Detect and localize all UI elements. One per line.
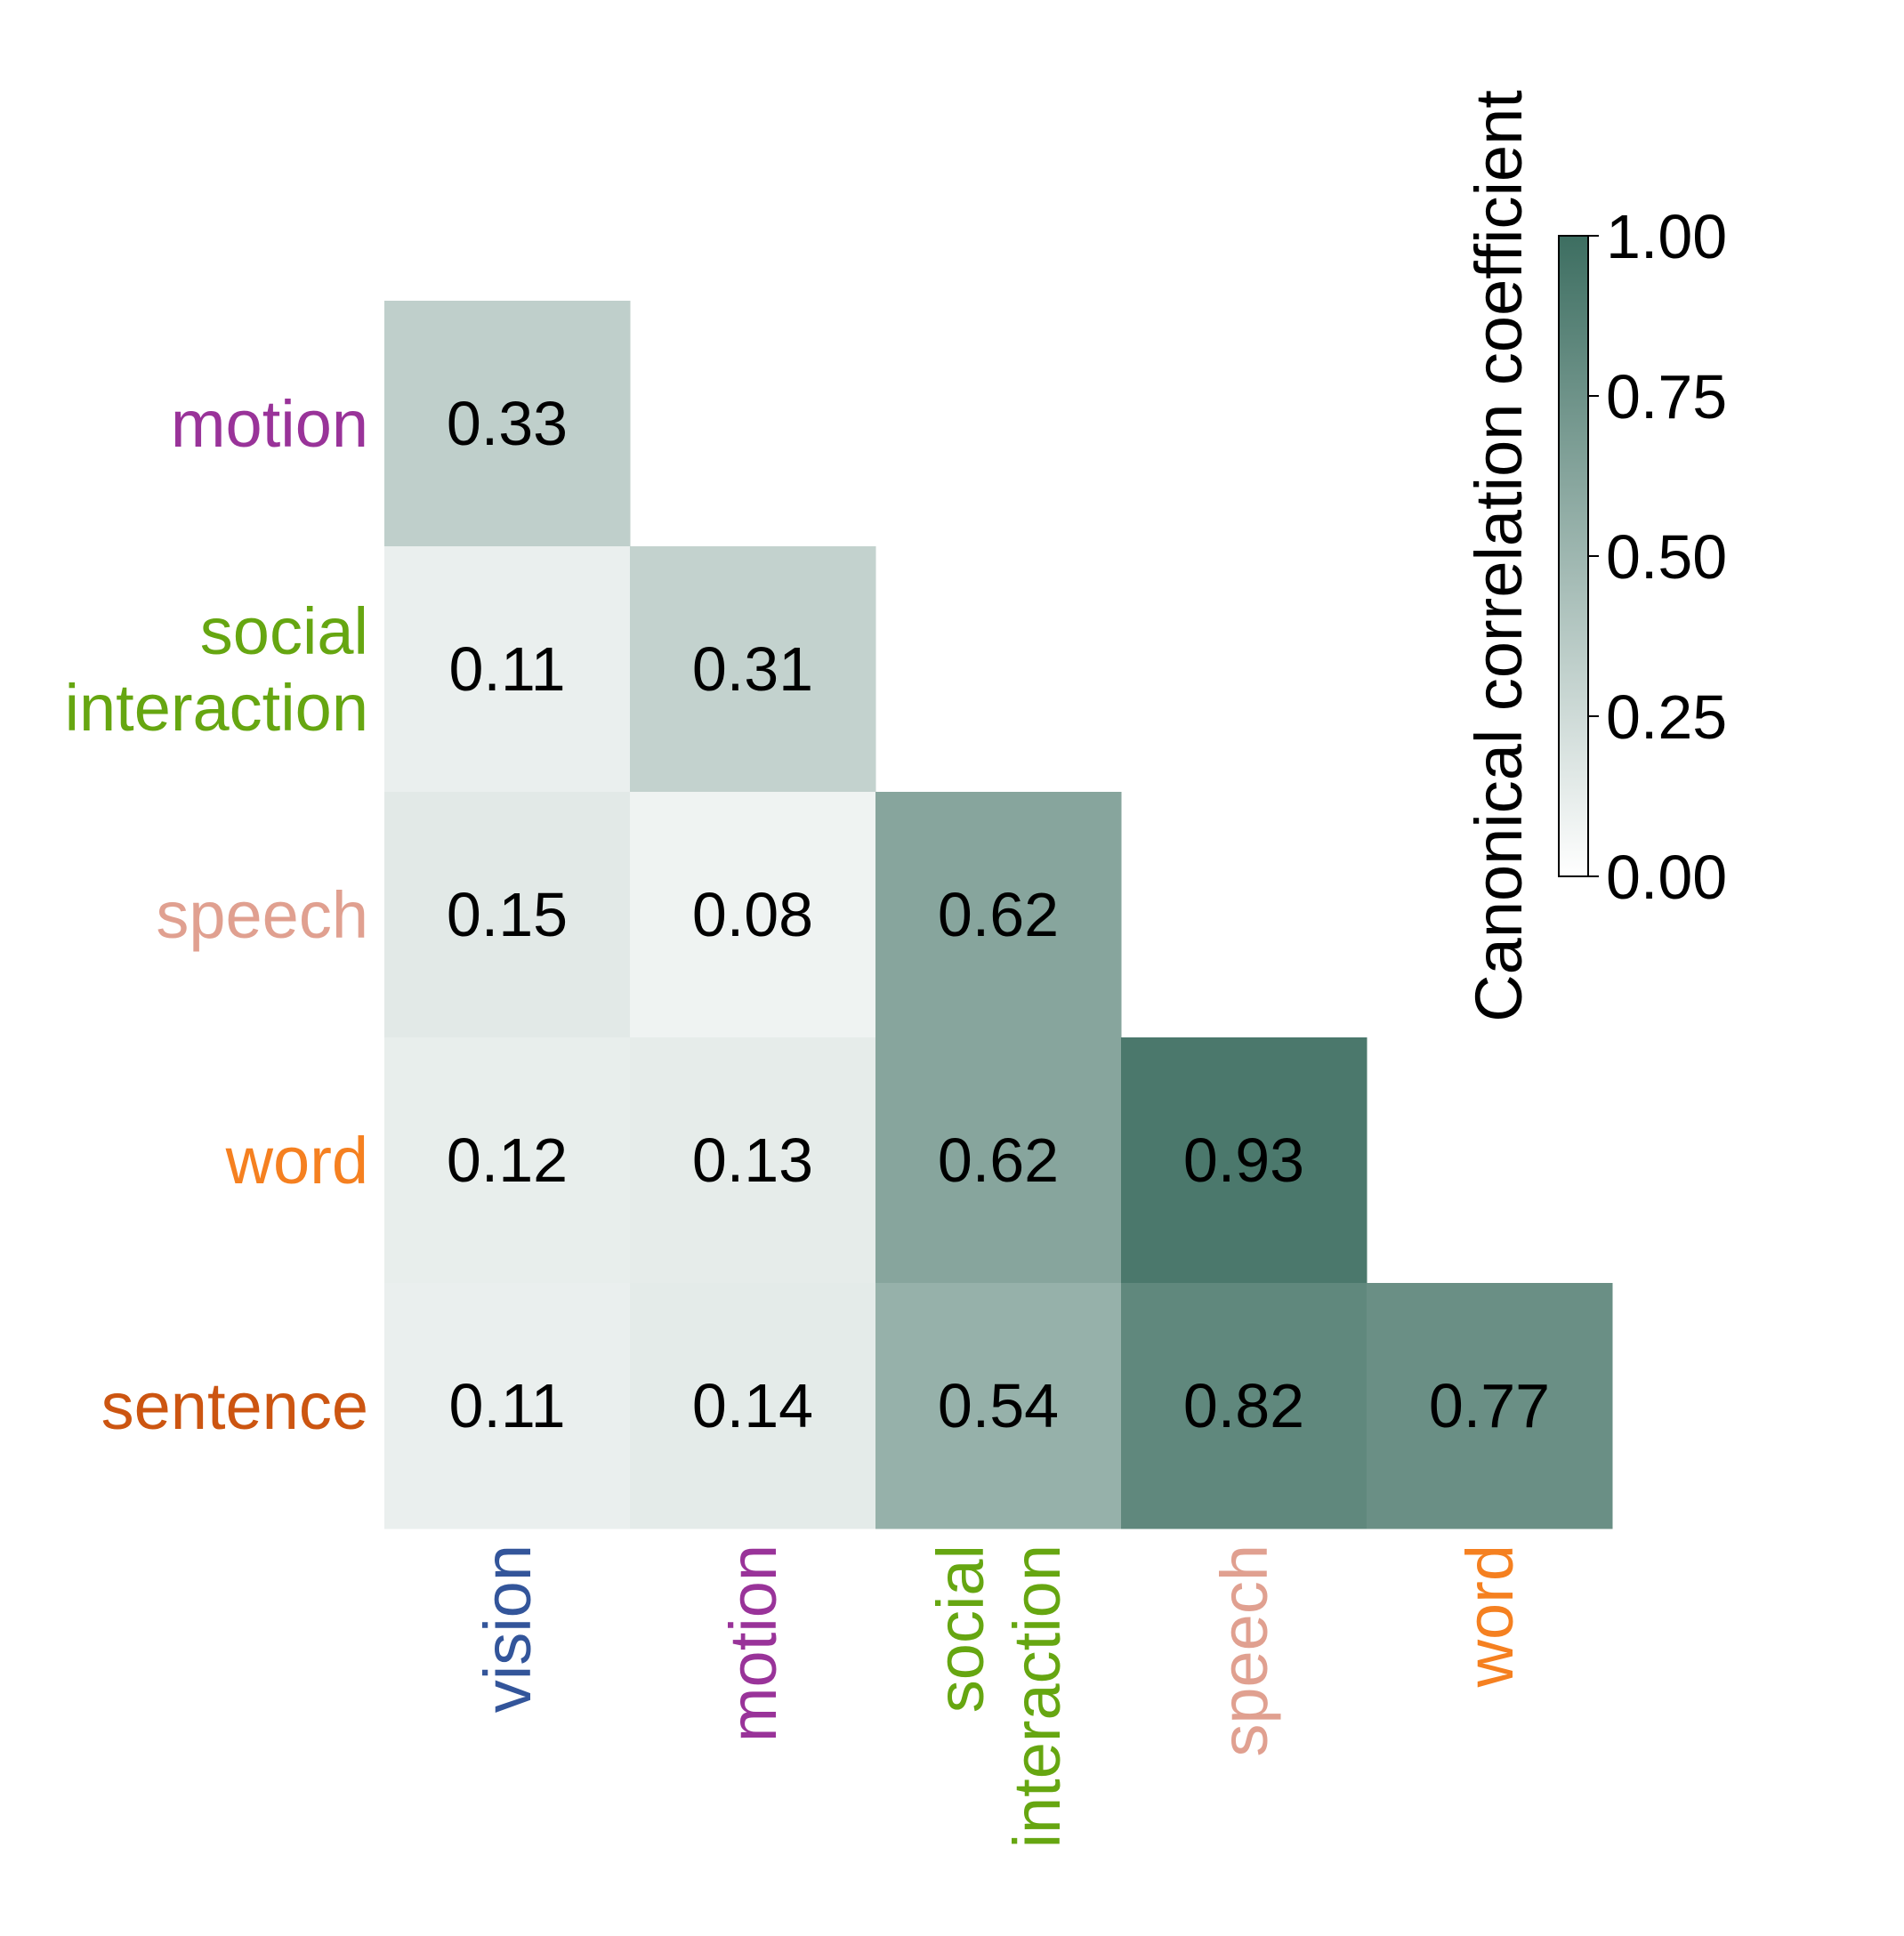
heatmap-cell <box>630 1037 876 1284</box>
heatmap-cell <box>384 1037 631 1284</box>
cell-value-label: 0.15 <box>447 880 568 949</box>
heatmap-cell <box>1121 1037 1367 1284</box>
colorbar-tick-label: 0.75 <box>1606 362 1727 432</box>
row-label: motion <box>171 387 368 461</box>
cell-value-label: 0.62 <box>938 880 1059 949</box>
cell-value-label: 0.82 <box>1183 1371 1304 1440</box>
row-labels: motion social interaction speech word sentenc… <box>65 387 368 1443</box>
heatmap-cell <box>630 1283 876 1529</box>
heatmap-cell <box>875 1037 1122 1284</box>
colorbar-gradient <box>1558 235 1589 877</box>
heatmap-cell <box>875 792 1122 1038</box>
heatmap-cell <box>875 1283 1122 1529</box>
row-label: sentence <box>101 1369 368 1443</box>
heatmap-cell <box>384 546 631 793</box>
cell-value-label: 0.31 <box>692 634 813 704</box>
heatmap-cell-labels: 0.33 0.11 0.31 0.15 0.08 0.62 0.12 0.13 0.62 0.93… <box>447 389 1550 1440</box>
column-label: motion <box>716 1545 790 1742</box>
cell-value-label: 0.11 <box>448 1371 565 1440</box>
row-label: word <box>225 1124 368 1198</box>
row-label: social interaction <box>65 594 368 745</box>
cell-value-label: 0.14 <box>692 1371 813 1440</box>
heatmap-cell <box>630 546 876 793</box>
column-label: word <box>1453 1545 1527 1688</box>
colorbar: 0.00 0.25 0.50 0.75 1.00 Canonical correlati… <box>1462 90 1727 1022</box>
heatmap-cell <box>1367 1283 1613 1529</box>
heatmap-cell <box>384 301 631 547</box>
colorbar-label: Canonical correlation coefficient <box>1462 90 1536 1022</box>
column-labels: vision motion socialinteraction speech word <box>471 1545 1527 1848</box>
cell-value-label: 0.13 <box>692 1125 813 1195</box>
cell-value-label: 0.54 <box>938 1371 1059 1440</box>
colorbar-ticks: 0.00 0.25 0.50 0.75 1.00 <box>1588 202 1727 912</box>
colorbar-tick-label: 0.25 <box>1606 682 1727 752</box>
cell-value-label: 0.93 <box>1183 1125 1304 1195</box>
colorbar-tick-label: 1.00 <box>1606 202 1727 271</box>
cell-value-label: 0.62 <box>938 1125 1059 1195</box>
column-label: speech <box>1207 1545 1281 1757</box>
cell-value-label: 0.12 <box>447 1125 568 1195</box>
cell-value-label: 0.11 <box>448 634 565 704</box>
colorbar-tick-label: 0.00 <box>1606 843 1727 912</box>
colorbar-tick-label: 0.50 <box>1606 522 1727 592</box>
heatmap-cells <box>384 301 1613 1529</box>
cell-value-label: 0.77 <box>1429 1371 1550 1440</box>
heatmap-cell <box>384 1283 631 1529</box>
heatmap-cell <box>1121 1283 1367 1529</box>
row-label: speech <box>156 878 368 952</box>
heatmap-cell <box>384 792 631 1038</box>
column-label: socialinteraction <box>924 1545 1074 1848</box>
column-label: vision <box>471 1545 545 1713</box>
heatmap-cell <box>630 792 876 1038</box>
cell-value-label: 0.08 <box>692 880 813 949</box>
cell-value-label: 0.33 <box>447 389 568 458</box>
